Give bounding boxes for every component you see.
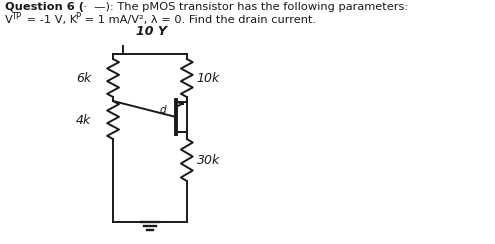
Text: 6k: 6k bbox=[76, 71, 92, 84]
Text: = 1 mA/V², λ = 0. Find the drain current.: = 1 mA/V², λ = 0. Find the drain current… bbox=[81, 15, 316, 25]
Text: 10 Y: 10 Y bbox=[136, 25, 166, 38]
Text: d: d bbox=[159, 105, 166, 115]
Text: 4k: 4k bbox=[76, 113, 92, 126]
Text: 10k: 10k bbox=[197, 71, 220, 84]
Text: Question 6 (: Question 6 ( bbox=[5, 2, 84, 12]
Text: 30k: 30k bbox=[197, 153, 220, 166]
Text: TP: TP bbox=[11, 12, 21, 21]
Text: V: V bbox=[5, 15, 13, 25]
Text: ·  —): The pMOS transistor has the following parameters:: · —): The pMOS transistor has the follow… bbox=[76, 2, 408, 12]
Text: P: P bbox=[75, 12, 80, 21]
Text: = -1 V, K: = -1 V, K bbox=[23, 15, 77, 25]
